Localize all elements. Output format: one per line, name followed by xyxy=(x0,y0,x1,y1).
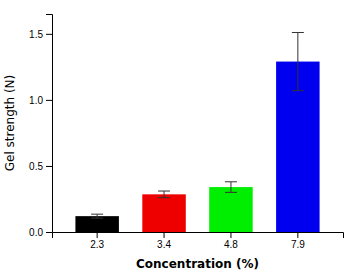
tick-label: 1.5 xyxy=(29,29,43,40)
tick-label: 4.8 xyxy=(224,239,238,250)
x-tick: 7.9 xyxy=(291,232,305,250)
y-tick: 0.0 xyxy=(29,227,52,238)
x-tick: 3.4 xyxy=(157,232,171,250)
tick-mark xyxy=(297,232,298,238)
axis-line xyxy=(46,15,53,233)
error-bar xyxy=(91,214,103,218)
x-axis-title: Concentration (%) xyxy=(136,257,259,271)
x-tick: 4.8 xyxy=(224,232,238,250)
tick-mark xyxy=(164,232,165,238)
error-bar xyxy=(292,32,304,90)
bar xyxy=(142,194,185,232)
y-tick: 1.5 xyxy=(29,29,52,40)
tick-mark xyxy=(46,232,52,233)
tick-mark xyxy=(46,166,52,167)
tick-mark xyxy=(46,100,52,101)
x-tick: 2.3 xyxy=(90,232,104,250)
tick-label: 2.3 xyxy=(90,239,104,250)
axis-line xyxy=(53,233,344,239)
tick-label: 0.5 xyxy=(29,161,43,172)
tick-label: 1.0 xyxy=(29,95,43,106)
y-tick: 1.0 xyxy=(29,95,52,106)
tick-mark xyxy=(97,232,98,238)
tick-mark xyxy=(230,232,231,238)
marks xyxy=(75,32,319,232)
bar xyxy=(209,187,252,232)
error-bar xyxy=(158,191,170,198)
chart: 0.0 0.5 1.0 1.5 2.3 3.4 4.8 7.9 Concentration (%… xyxy=(0,0,357,276)
tick-label: 7.9 xyxy=(291,239,305,250)
y-axis-title: Gel strength (N) xyxy=(3,75,17,172)
x-axis: 2.3 3.4 4.8 7.9 xyxy=(53,232,344,250)
tick-label: 3.4 xyxy=(157,239,171,250)
error-bar xyxy=(225,182,237,193)
y-tick: 0.5 xyxy=(29,161,52,172)
y-axis: 0.0 0.5 1.0 1.5 xyxy=(29,15,52,238)
tick-mark xyxy=(46,34,52,35)
plot: 0.0 0.5 1.0 1.5 2.3 3.4 4.8 7.9 xyxy=(29,15,343,251)
tick-label: 0.0 xyxy=(29,227,43,238)
